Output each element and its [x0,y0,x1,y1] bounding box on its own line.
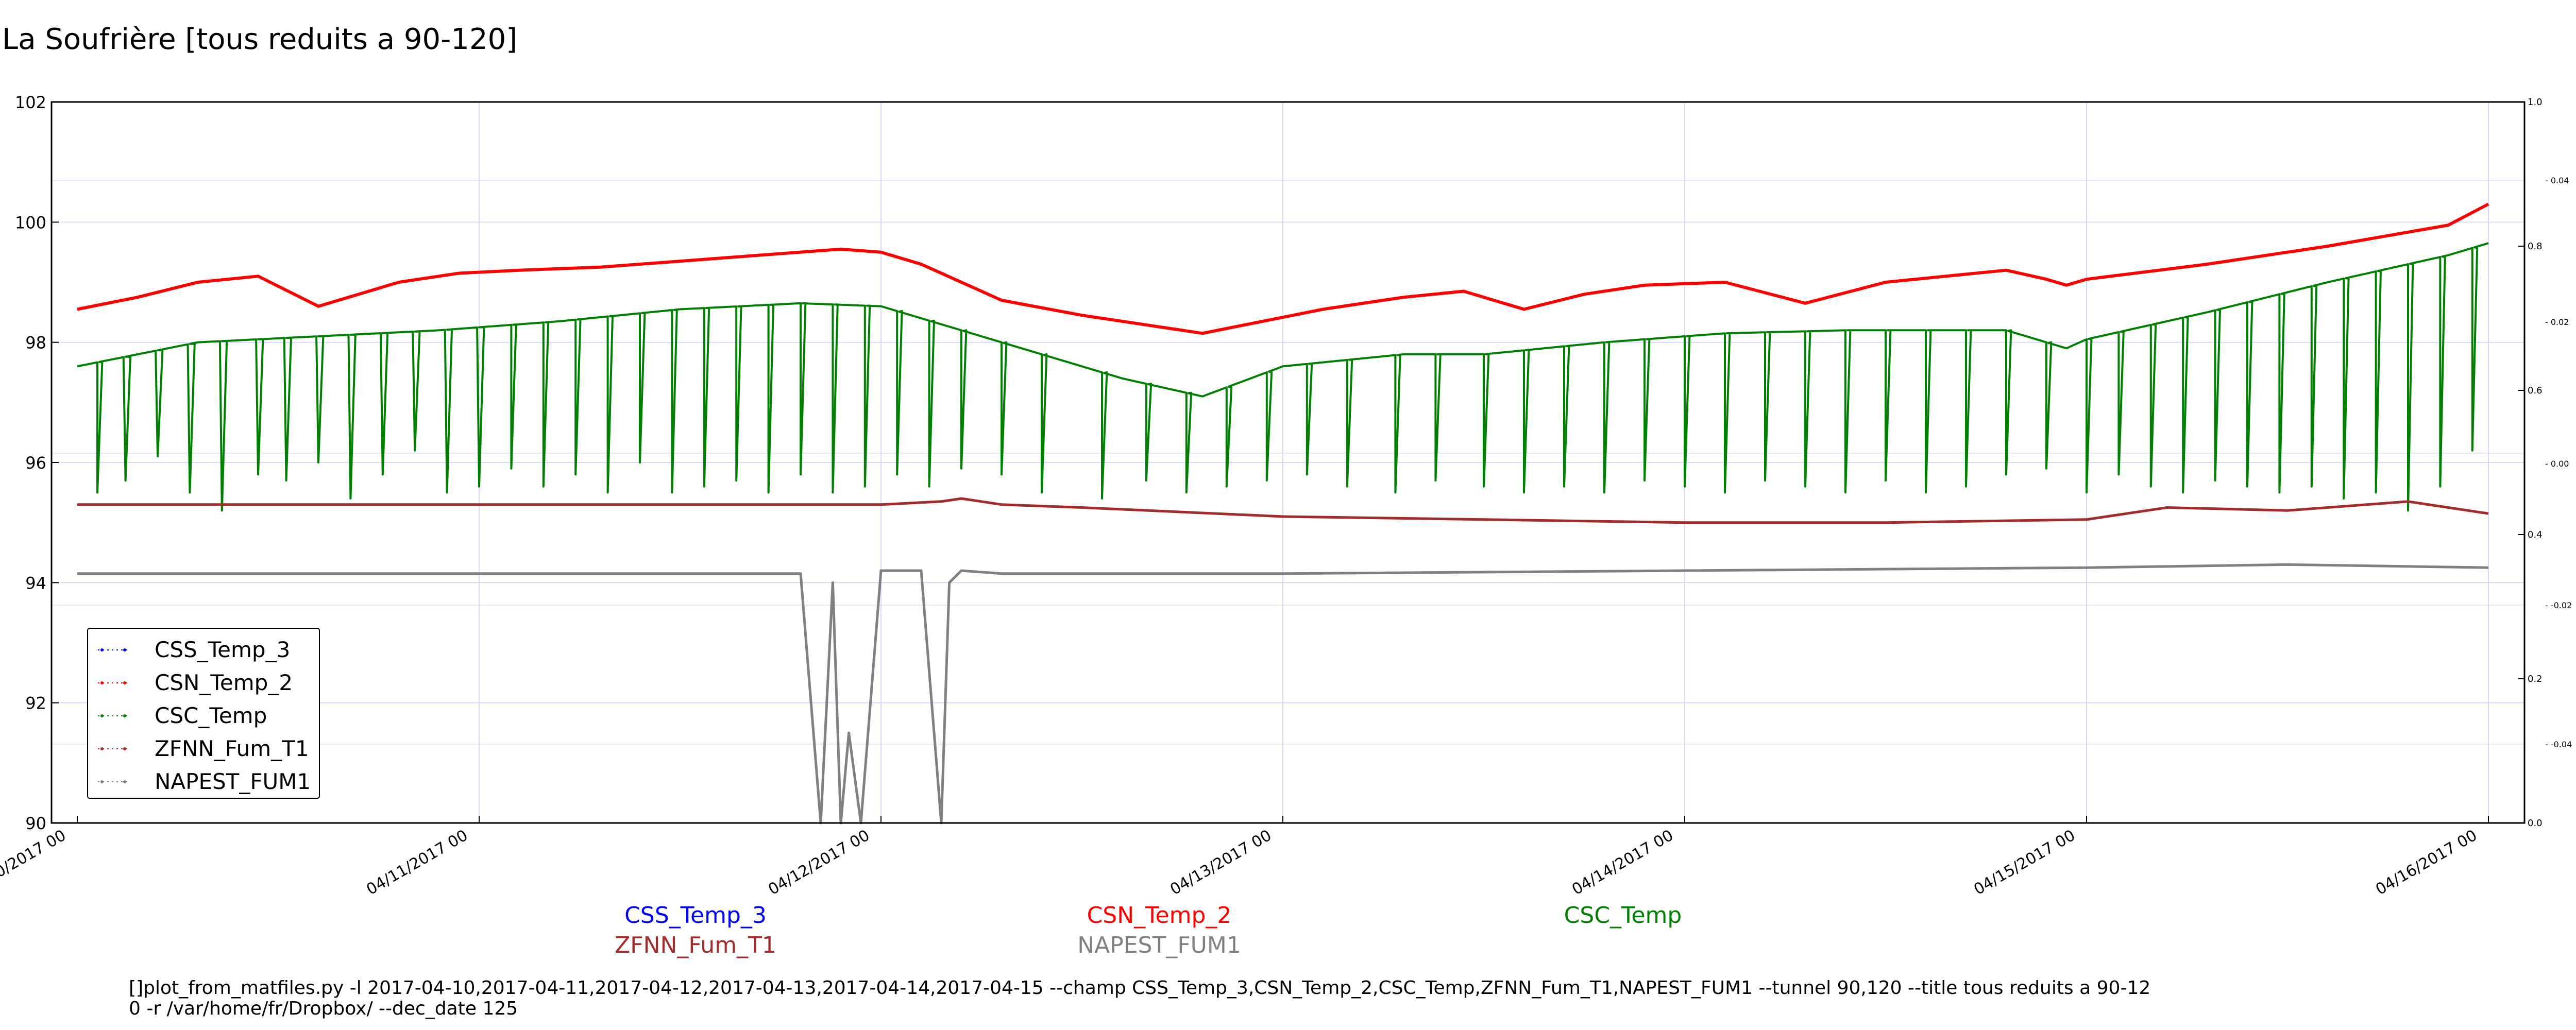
legend-dot-css-temp-3 [100,648,104,651]
footer-label-csn-temp-2: CSN_Temp_2 [1087,902,1232,929]
y-axis: 90 92 94 96 98 100 102 [15,93,59,833]
legend-box [87,628,320,799]
y-tick-label: 100 [15,213,46,232]
y-tick-label: 92 [25,694,46,713]
right-tick-label: 0.6 [2528,385,2543,396]
right-tick-label: 0.4 [2528,529,2543,540]
command-line-2: 0 -r /var/home/fr/Dropbox/ --dec_date 12… [129,998,518,1019]
right-tick-label: 0.8 [2528,241,2543,252]
footer-label-css-temp-3: CSS_Temp_3 [624,902,767,929]
legend-dot-csn-temp-2 [123,681,126,684]
legend-label-csn-temp-2: CSN_Temp_2 [155,670,293,695]
grid [52,102,2524,823]
series-zfnn-fum-t1 [77,497,2489,524]
right-tick-label: 0.0 [2528,818,2543,829]
x-tick-label: 04/10/2017 00 [0,827,69,899]
footer-label-zfnn-fum-t1: ZFNN_Fum_T1 [615,932,776,958]
legend-label-css-temp-3: CSS_Temp_3 [155,637,290,662]
x-tick-label: 04/16/2017 00 [2372,827,2480,899]
right-inner-tick-label: - -0.02 [2545,600,2572,610]
legend-label-napest-fum1: NAPEST_FUM1 [155,769,311,794]
series-line-zfnn-fum-t1 [77,497,2489,524]
x-tick-label: 04/11/2017 00 [363,827,471,899]
right-inner-tick-label: - 0.02 [2545,317,2569,327]
legend-dot-napest-fum1 [123,780,126,783]
legend-label-zfnn-fum-t1: ZFNN_Fum_T1 [155,736,309,761]
y-tick-label: 90 [25,814,46,833]
right-inner-tick-label: - -0.04 [2545,740,2572,749]
legend-dot-csc-temp [100,714,104,717]
legend-dot-csc-temp [123,714,126,717]
right-inner-tick-label: - 0.00 [2545,459,2569,469]
command-line-1: []plot_from_matfiles.py -l 2017-04-10,20… [129,977,2150,999]
y-tick-label: 102 [15,93,46,112]
series-csc-temp [77,242,2489,512]
x-tick-label: 04/15/2017 00 [1971,827,2078,899]
x-tick-label: 04/14/2017 00 [1569,827,1676,899]
series-line-csc-temp [77,242,2489,512]
series-csn-temp-2 [77,202,2489,335]
footer-label-napest-fum1: NAPEST_FUM1 [1077,932,1241,958]
right-inner-tick-label: - 0.04 [2545,176,2569,185]
chart-title: La Soufrière [tous reduits a 90-120] [2,23,517,56]
right-axis: 0.0 0.2 0.4 0.6 0.8 1.0 - 0.04 - 0.02 - 0.00 - -0… [2518,97,2572,829]
legend: CSS_Temp_3 CSN_Temp_2 CSC_Temp ZFNN_Fum_T1 N… [87,628,320,799]
x-tick-label: 04/13/2017 00 [1167,827,1275,899]
legend-dot-zfnn-fum-t1 [100,747,104,750]
footer-labels: CSS_Temp_3 CSN_Temp_2 CSC_Temp ZFNN_Fum_… [615,902,1682,958]
x-axis: 04/10/2017 00 04/11/2017 00 04/12/2017 00 0… [0,816,2489,899]
right-tick-label: 0.2 [2528,674,2543,684]
x-tick-label: 04/12/2017 00 [765,827,873,899]
legend-dot-csn-temp-2 [100,681,104,684]
y-tick-label: 98 [25,333,46,353]
legend-label-csc-temp: CSC_Temp [155,703,267,728]
footer-label-csc-temp: CSC_Temp [1564,902,1682,929]
y-tick-label: 96 [25,453,46,473]
right-tick-label: 1.0 [2528,97,2543,108]
series-line-csn-temp-2 [77,202,2489,335]
legend-dot-css-temp-3 [123,648,126,651]
legend-dot-napest-fum1 [100,780,104,783]
legend-dot-zfnn-fum-t1 [123,747,126,750]
y-tick-label: 94 [25,573,46,593]
